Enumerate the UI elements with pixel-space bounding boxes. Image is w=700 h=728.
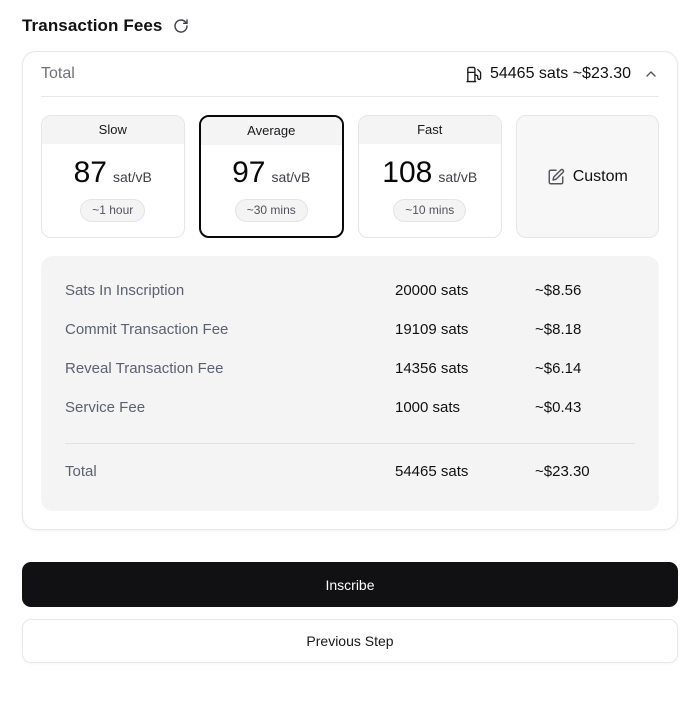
fee-option-custom[interactable]: Custom — [515, 115, 659, 238]
fee-option-average-unit: sat/vB — [271, 169, 311, 185]
fee-option-slow-eta-badge: ~1 hour — [80, 199, 146, 222]
fee-breakdown-panel: Sats In Inscription 20000 sats ~$8.56 Co… — [41, 256, 659, 511]
fee-option-fast-eta-badge: ~10 mins — [393, 199, 467, 222]
fee-option-slow-rate: 87 — [73, 156, 107, 189]
page-title: Transaction Fees — [22, 16, 163, 35]
page-header: Transaction Fees — [0, 0, 700, 51]
breakdown-row-label: Commit Transaction Fee — [65, 321, 229, 338]
inscribe-button[interactable]: Inscribe — [22, 562, 678, 607]
fee-options-row: Slow 87 sat/vB ~1 hour Average 97 sat/vB… — [23, 97, 677, 256]
total-summary-row[interactable]: Total 54465 sats ~$23.30 — [23, 52, 677, 96]
transaction-fees-card: Total 54465 sats ~$23.30 — [22, 51, 678, 530]
breakdown-row-usd: ~$0.43 — [535, 399, 582, 416]
total-summary-value: 54465 sats ~$23.30 — [489, 65, 631, 82]
fee-option-fast[interactable]: Fast 108 sat/vB ~10 mins — [358, 115, 502, 238]
breakdown-row-commit-fee: Commit Transaction Fee 19109 sats ~$8.18 — [65, 310, 635, 349]
fee-option-average-label: Average — [200, 117, 342, 145]
refresh-icon — [173, 18, 189, 34]
breakdown-row-label: Reveal Transaction Fee — [65, 360, 224, 377]
breakdown-row-sats: 1000 sats — [395, 399, 461, 416]
fee-option-custom-label: Custom — [572, 167, 628, 185]
chevron-up-icon — [643, 66, 659, 82]
breakdown-total-divider — [65, 443, 635, 444]
fee-option-slow-label: Slow — [42, 116, 184, 144]
breakdown-row-usd: ~$6.14 — [535, 360, 582, 377]
fee-option-average-rate: 97 — [232, 156, 266, 189]
breakdown-row-label: Service Fee — [65, 399, 146, 416]
breakdown-row-label: Sats In Inscription — [65, 282, 185, 299]
fee-option-slow-unit: sat/vB — [112, 169, 152, 185]
fee-option-average[interactable]: Average 97 sat/vB ~30 mins — [198, 115, 344, 238]
breakdown-row-service-fee: Service Fee 1000 sats ~$0.43 — [65, 388, 635, 427]
fee-option-fast-rate: 108 — [382, 156, 433, 189]
fee-option-slow[interactable]: Slow 87 sat/vB ~1 hour — [41, 115, 185, 238]
breakdown-row-sats: 14356 sats — [395, 360, 469, 377]
breakdown-row-sats-in-inscription: Sats In Inscription 20000 sats ~$8.56 — [65, 271, 635, 310]
breakdown-total-usd: ~$23.30 — [535, 463, 590, 480]
breakdown-row-total: Total 54465 sats ~$23.30 — [65, 452, 635, 491]
breakdown-row-reveal-fee: Reveal Transaction Fee 14356 sats ~$6.14 — [65, 349, 635, 388]
breakdown-row-usd: ~$8.56 — [535, 282, 582, 299]
fuel-pump-icon — [465, 66, 482, 83]
breakdown-total-sats: 54465 sats — [395, 463, 469, 480]
edit-icon — [547, 168, 565, 186]
breakdown-row-sats: 19109 sats — [395, 321, 469, 338]
fee-option-average-eta-badge: ~30 mins — [234, 199, 308, 222]
breakdown-row-usd: ~$8.18 — [535, 321, 582, 338]
breakdown-total-label: Total — [65, 463, 97, 480]
refresh-fees-button[interactable] — [173, 18, 189, 34]
fee-option-fast-label: Fast — [359, 116, 501, 144]
total-divider — [41, 96, 659, 97]
breakdown-row-sats: 20000 sats — [395, 282, 469, 299]
total-summary-label: Total — [41, 65, 75, 82]
collapse-toggle[interactable] — [643, 66, 659, 82]
previous-step-button[interactable]: Previous Step — [22, 619, 678, 663]
fee-option-fast-unit: sat/vB — [438, 169, 478, 185]
